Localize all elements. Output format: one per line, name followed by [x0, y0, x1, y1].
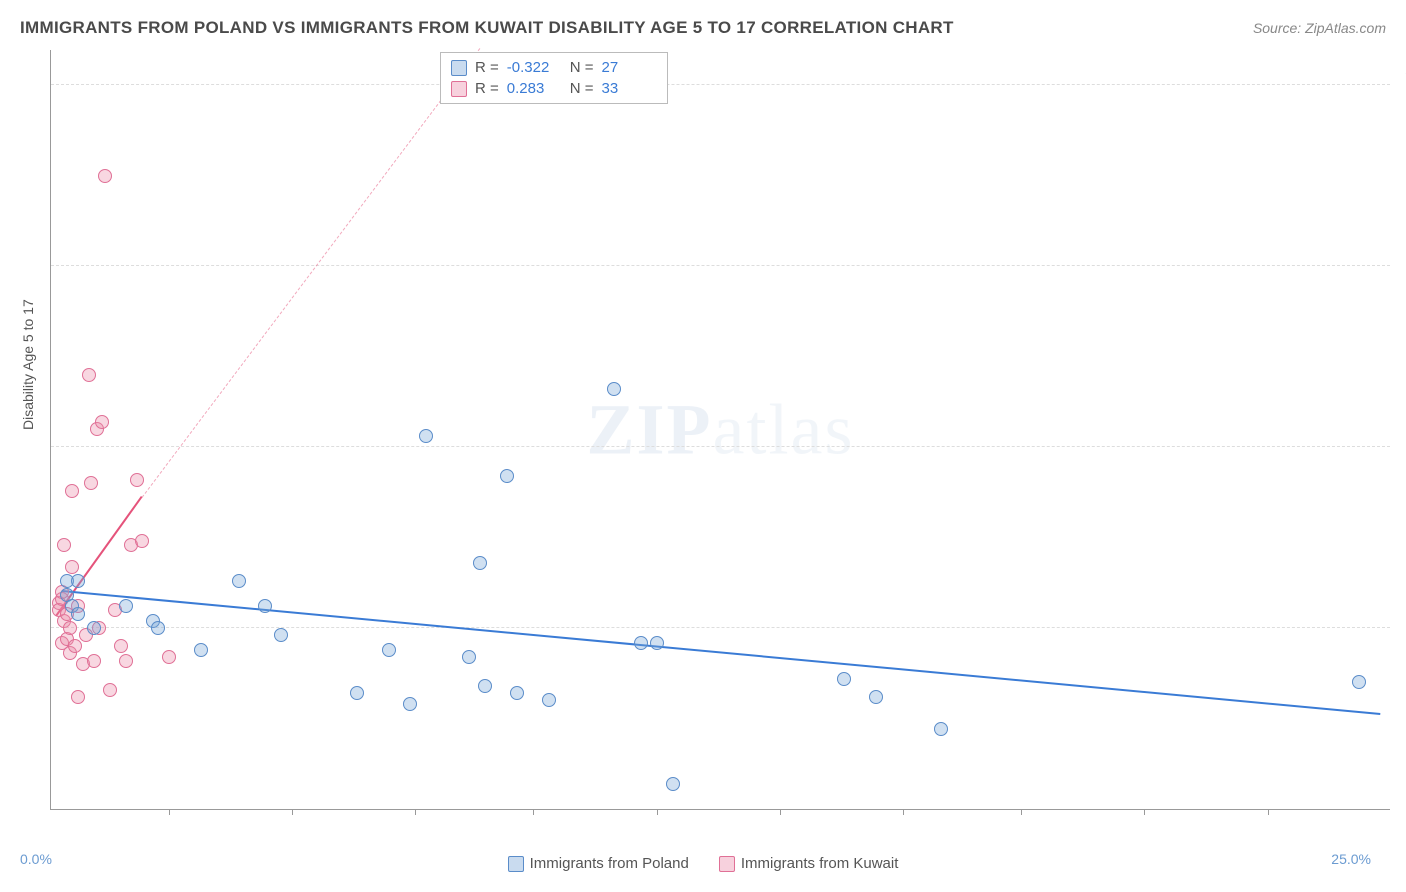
data-point: [666, 777, 680, 791]
x-tick: [169, 809, 170, 815]
data-point: [130, 473, 144, 487]
y-tick-label: 10.0%: [1395, 423, 1406, 439]
legend-swatch-0: [508, 856, 524, 872]
data-point: [462, 650, 476, 664]
data-point: [607, 382, 621, 396]
data-point: [634, 636, 648, 650]
data-point: [95, 415, 109, 429]
correlation-stat-box: R = -0.322 N = 27 R = 0.283 N = 33: [440, 52, 668, 104]
stat-row-series-0: R = -0.322 N = 27: [451, 57, 657, 78]
legend-item-1: Immigrants from Kuwait: [719, 855, 899, 872]
data-point: [869, 690, 883, 704]
data-point: [65, 484, 79, 498]
x-tick: [292, 809, 293, 815]
data-point: [65, 560, 79, 574]
data-point: [500, 469, 514, 483]
r-label: R =: [475, 59, 499, 76]
data-point: [71, 607, 85, 621]
y-tick-label: 5.0%: [1395, 604, 1406, 620]
data-point: [57, 538, 71, 552]
series-0-swatch: [451, 60, 467, 76]
data-point: [151, 621, 165, 635]
data-point: [542, 693, 556, 707]
data-point: [837, 672, 851, 686]
data-point: [63, 621, 77, 635]
watermark-text: ZIPatlas: [587, 388, 855, 471]
legend-swatch-1: [719, 856, 735, 872]
x-tick: [1268, 809, 1269, 815]
header: IMMIGRANTS FROM POLAND VS IMMIGRANTS FRO…: [20, 18, 1386, 38]
legend: Immigrants from Poland Immigrants from K…: [0, 855, 1406, 872]
series-1-n-value: 33: [602, 80, 657, 97]
data-point: [135, 534, 149, 548]
watermark-thin: atlas: [713, 389, 855, 469]
data-point: [71, 574, 85, 588]
x-tick: [1144, 809, 1145, 815]
data-point: [350, 686, 364, 700]
legend-label-1: Immigrants from Kuwait: [741, 855, 899, 872]
data-point: [274, 628, 288, 642]
data-point: [87, 621, 101, 635]
y-tick-label: 20.0%: [1395, 61, 1406, 77]
watermark-bold: ZIP: [587, 389, 713, 469]
stat-row-series-1: R = 0.283 N = 33: [451, 78, 657, 99]
x-tick: [903, 809, 904, 815]
x-tick: [1021, 809, 1022, 815]
series-0-r-value: -0.322: [507, 59, 562, 76]
data-point: [98, 169, 112, 183]
data-point: [68, 639, 82, 653]
data-point: [934, 722, 948, 736]
data-point: [478, 679, 492, 693]
data-point: [194, 643, 208, 657]
legend-label-0: Immigrants from Poland: [530, 855, 689, 872]
data-point: [87, 654, 101, 668]
data-point: [71, 690, 85, 704]
series-1-swatch: [451, 81, 467, 97]
n-label: N =: [570, 80, 594, 97]
data-point: [1352, 675, 1366, 689]
gridline: [51, 84, 1390, 85]
legend-item-0: Immigrants from Poland: [508, 855, 689, 872]
x-tick: [533, 809, 534, 815]
data-point: [114, 639, 128, 653]
data-point: [650, 636, 664, 650]
r-label: R =: [475, 80, 499, 97]
data-point: [382, 643, 396, 657]
gridline: [51, 627, 1390, 628]
data-point: [232, 574, 246, 588]
data-point: [84, 476, 98, 490]
y-axis-label: Disability Age 5 to 17: [20, 299, 36, 430]
x-tick: [415, 809, 416, 815]
data-point: [103, 683, 117, 697]
data-point: [403, 697, 417, 711]
source-attribution: Source: ZipAtlas.com: [1253, 20, 1386, 36]
chart-title: IMMIGRANTS FROM POLAND VS IMMIGRANTS FRO…: [20, 18, 954, 38]
data-point: [162, 650, 176, 664]
x-tick: [780, 809, 781, 815]
data-point: [258, 599, 272, 613]
data-point: [473, 556, 487, 570]
gridline: [51, 446, 1390, 447]
x-tick: [657, 809, 658, 815]
data-point: [510, 686, 524, 700]
data-point: [119, 599, 133, 613]
series-0-n-value: 27: [602, 59, 657, 76]
series-1-r-value: 0.283: [507, 80, 562, 97]
data-point: [419, 429, 433, 443]
y-tick-label: 15.0%: [1395, 242, 1406, 258]
data-point: [119, 654, 133, 668]
data-point: [82, 368, 96, 382]
n-label: N =: [570, 59, 594, 76]
gridline: [51, 265, 1390, 266]
scatter-plot: ZIPatlas 5.0%10.0%15.0%20.0%: [50, 50, 1390, 810]
